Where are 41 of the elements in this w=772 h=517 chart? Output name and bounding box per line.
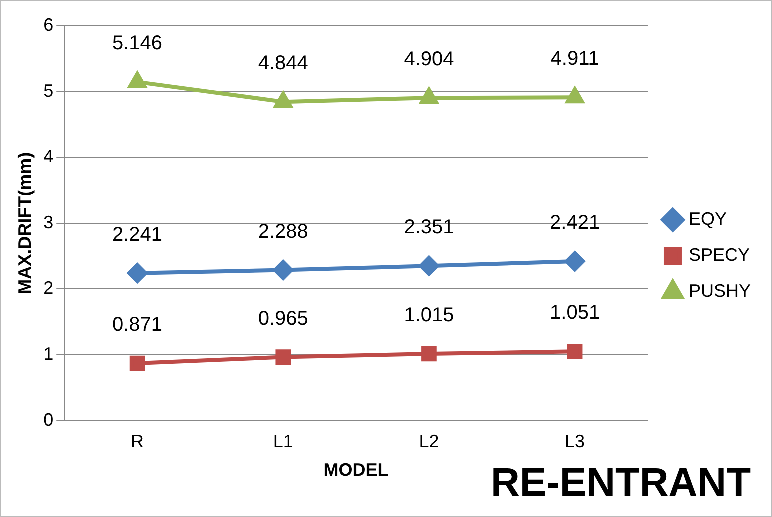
x-tick-label: R [131, 432, 144, 452]
y-tick-label: 5 [44, 80, 54, 101]
point [276, 350, 292, 365]
point [128, 263, 148, 284]
data-label: 2.288 [258, 220, 308, 243]
x-axis-title: MODEL [324, 460, 389, 480]
data-label: 5.146 [112, 32, 163, 55]
y-tick-label: 1 [44, 344, 54, 364]
data-label: 4.911 [550, 48, 600, 70]
y-tick-label: 3 [44, 212, 54, 232]
point [128, 72, 146, 88]
legend-label: PUSHY [688, 280, 751, 301]
data-label: 1.051 [550, 302, 600, 324]
point [566, 88, 584, 104]
y-tick-label: 0 [44, 410, 54, 430]
x-tick-label: L2 [419, 432, 440, 452]
x-tick-label: L1 [273, 432, 294, 452]
point [422, 346, 437, 362]
data-label: 2.421 [550, 212, 600, 234]
legend-label: SPECY [688, 244, 750, 265]
y-tick-label: 2 [44, 278, 54, 298]
point [274, 92, 292, 108]
data-label: 4.904 [404, 48, 454, 71]
y-axis-title: MAX.DRIFT(mm) [14, 152, 35, 294]
legend-label: EQY [688, 208, 727, 229]
data-label: 0.965 [258, 308, 308, 330]
point [565, 252, 586, 272]
data-label: 2.241 [112, 224, 163, 246]
x-tick-label: L3 [565, 432, 586, 452]
point [273, 260, 294, 280]
point [130, 356, 146, 372]
data-label: 0.871 [112, 314, 163, 336]
data-label: 4.844 [258, 52, 308, 75]
y-tick-label: 6 [44, 14, 54, 35]
text: RE-ENTRANT [491, 461, 751, 506]
point [419, 256, 440, 276]
point [567, 344, 583, 360]
data-label: 2.351 [404, 216, 454, 239]
point [420, 88, 438, 104]
data-label: 1.015 [404, 304, 454, 327]
y-tick-label: 4 [44, 146, 54, 167]
